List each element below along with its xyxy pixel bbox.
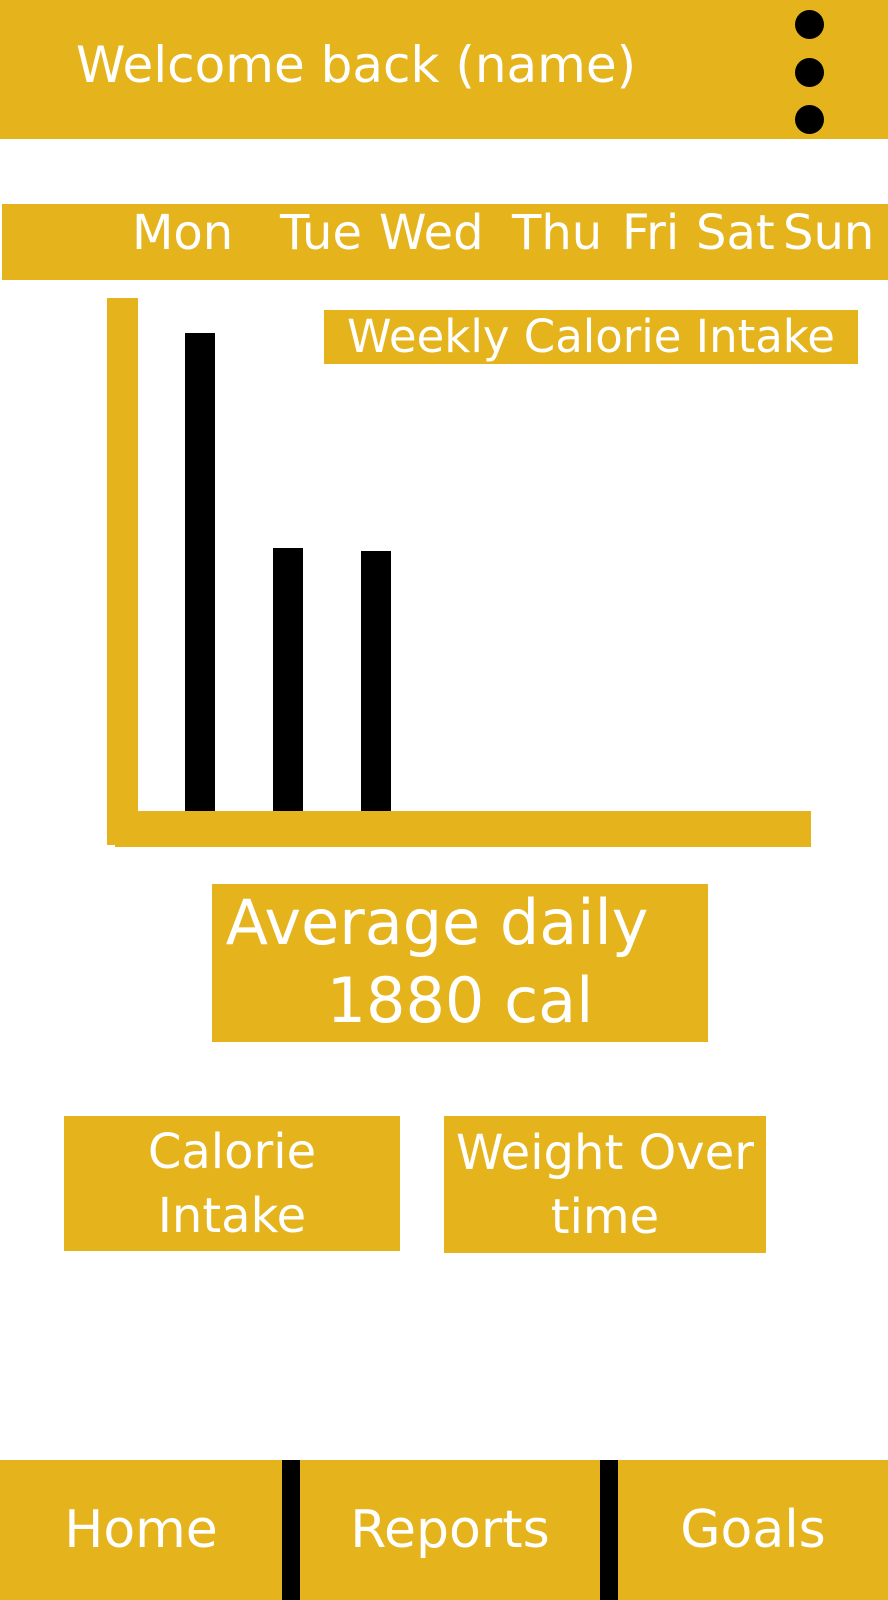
day-tab-sat[interactable]: Sat (696, 205, 775, 261)
average-daily-label: Average daily (225, 886, 649, 959)
day-tab-sun[interactable]: Sun (783, 205, 875, 261)
x-axis (115, 811, 811, 847)
tile-label: Calorie Intake (148, 1120, 316, 1248)
tile-label: Weight Over time (456, 1121, 754, 1249)
chart-title: Weekly Calorie Intake (347, 310, 835, 363)
weight-over-time-button[interactable]: Weight Over time (444, 1116, 766, 1253)
day-tab-fri[interactable]: Fri (622, 205, 680, 261)
bottom-nav: Home Reports Goals (0, 1460, 888, 1600)
menu-dot (795, 10, 824, 39)
tile-label-line: Weight Over (456, 1124, 754, 1181)
day-tab-wed[interactable]: Wed (379, 205, 484, 261)
nav-home[interactable]: Home (64, 1500, 218, 1560)
day-tab-mon[interactable]: Mon (132, 205, 234, 261)
average-daily-card: Average daily 1880 cal (212, 884, 708, 1042)
tile-label-line: time (550, 1188, 660, 1245)
app-header: Welcome back (name) (0, 0, 888, 139)
tile-label-line: Calorie (147, 1123, 317, 1180)
day-tab-tue[interactable]: Tue (280, 205, 362, 261)
menu-dot (795, 105, 824, 134)
weekly-calorie-chart: Weekly Calorie Intake (0, 280, 888, 850)
chart-canvas (107, 298, 811, 847)
welcome-message: Welcome back (name) (76, 36, 637, 94)
more-vert-icon[interactable] (788, 6, 832, 134)
bar-wed (361, 551, 391, 813)
chart-title-box: Weekly Calorie Intake (324, 310, 858, 364)
nav-reports[interactable]: Reports (350, 1500, 550, 1560)
nav-divider (600, 1460, 618, 1600)
y-axis (107, 298, 138, 845)
bar-mon (185, 333, 215, 813)
calorie-intake-button[interactable]: Calorie Intake (64, 1116, 400, 1251)
day-selector-bar: Mon Tue Wed Thu Fri Sat Sun (2, 204, 888, 280)
bar-tue (273, 548, 303, 813)
tile-label-line: Intake (157, 1187, 307, 1244)
day-tab-thu[interactable]: Thu (512, 205, 603, 261)
average-daily-value: 1880 cal (326, 964, 594, 1037)
nav-goals[interactable]: Goals (680, 1500, 826, 1560)
nav-divider (282, 1460, 300, 1600)
menu-dot (795, 58, 824, 87)
